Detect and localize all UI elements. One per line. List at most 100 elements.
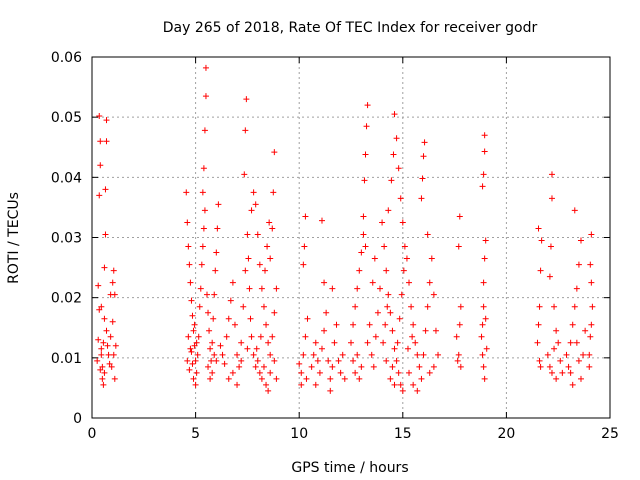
data-point	[104, 342, 111, 349]
data-point	[112, 342, 119, 349]
data-point	[397, 195, 404, 202]
data-point	[100, 339, 107, 346]
data-point	[187, 279, 194, 286]
data-point	[480, 171, 487, 178]
data-point	[247, 315, 254, 322]
data-point	[193, 369, 200, 376]
data-point	[184, 357, 191, 364]
data-point	[240, 303, 247, 310]
data-point	[103, 327, 110, 334]
data-point	[201, 127, 208, 134]
data-point	[362, 151, 369, 158]
data-point	[103, 117, 110, 124]
data-point	[430, 363, 437, 370]
data-point	[426, 279, 433, 286]
data-point	[263, 321, 270, 328]
data-point	[245, 255, 252, 262]
data-point	[271, 309, 278, 316]
data-point	[101, 369, 108, 376]
data-point	[479, 321, 486, 328]
data-point	[215, 201, 222, 208]
data-point	[364, 339, 371, 346]
x-axis-label: GPS time / hours	[291, 460, 408, 476]
data-point	[258, 375, 265, 382]
data-point	[314, 357, 321, 364]
data-point	[192, 381, 199, 388]
x-tick-label: 5	[191, 426, 200, 442]
data-point	[205, 309, 212, 316]
data-point	[256, 369, 263, 376]
data-point	[536, 357, 543, 364]
data-point	[199, 189, 206, 196]
data-point	[337, 369, 344, 376]
data-point	[354, 285, 361, 292]
data-point	[586, 363, 593, 370]
x-tick-label: 0	[88, 426, 97, 442]
data-point	[257, 333, 264, 340]
data-point	[265, 339, 272, 346]
data-point	[98, 351, 105, 358]
data-point	[269, 333, 276, 340]
data-point	[302, 213, 309, 220]
data-point	[101, 315, 108, 322]
data-point	[535, 321, 542, 328]
data-point	[325, 357, 332, 364]
y-tick-label: 0	[73, 411, 82, 427]
data-point	[308, 363, 315, 370]
data-point	[430, 291, 437, 298]
y-axis-label: ROTI / TECUs	[6, 192, 22, 284]
data-point	[99, 363, 106, 370]
data-point	[385, 207, 392, 214]
data-point	[399, 219, 406, 226]
data-point	[107, 333, 114, 340]
data-point	[207, 345, 214, 352]
data-point	[341, 375, 348, 382]
data-point	[370, 363, 377, 370]
data-point	[252, 201, 259, 208]
data-point	[185, 333, 192, 340]
data-point	[544, 351, 551, 358]
data-point	[435, 351, 442, 358]
data-point	[412, 339, 419, 346]
data-point	[267, 369, 274, 376]
data-point	[242, 127, 249, 134]
data-point	[455, 243, 462, 250]
y-tick-label: 0.04	[51, 170, 82, 186]
data-point	[569, 321, 576, 328]
data-point	[339, 351, 346, 358]
data-point	[456, 213, 463, 220]
data-point	[221, 360, 228, 367]
data-point	[301, 243, 308, 250]
data-point	[211, 291, 218, 298]
data-point	[194, 351, 201, 358]
data-point	[478, 333, 485, 340]
data-point	[225, 375, 232, 382]
data-point	[553, 375, 560, 382]
data-point	[110, 351, 117, 358]
data-point	[575, 261, 582, 268]
data-point	[253, 345, 260, 352]
data-point	[428, 255, 435, 262]
data-point	[266, 219, 273, 226]
data-point	[252, 363, 259, 370]
data-point	[256, 261, 263, 268]
data-point	[399, 387, 406, 394]
data-point	[312, 381, 319, 388]
data-point	[356, 375, 363, 382]
data-point	[395, 165, 402, 172]
data-point	[479, 183, 486, 190]
data-point	[188, 297, 195, 304]
data-point	[406, 369, 413, 376]
data-point	[304, 315, 311, 322]
data-point	[192, 357, 199, 364]
data-point	[316, 369, 323, 376]
data-point	[95, 336, 102, 343]
data-point	[184, 219, 191, 226]
data-point	[260, 363, 267, 370]
data-point	[420, 351, 427, 358]
data-point	[212, 267, 219, 274]
data-point	[398, 291, 405, 298]
data-point	[110, 267, 117, 274]
data-point	[303, 375, 310, 382]
